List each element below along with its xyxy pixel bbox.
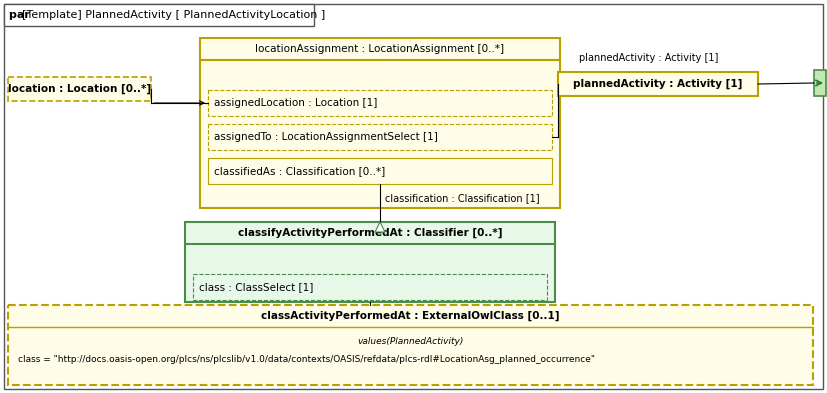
Bar xyxy=(208,158,552,184)
Text: classification : Classification [1]: classification : Classification [1] xyxy=(385,193,540,203)
Text: plannedActivity : Activity [1]: plannedActivity : Activity [1] xyxy=(579,53,718,63)
Text: locationAssignment : LocationAssignment [0..*]: locationAssignment : LocationAssignment … xyxy=(256,44,504,54)
Bar xyxy=(208,124,552,150)
Bar xyxy=(8,305,813,385)
Polygon shape xyxy=(375,222,385,232)
Text: values(PlannedActivity): values(PlannedActivity) xyxy=(357,336,464,345)
Text: location : Location [0..*]: location : Location [0..*] xyxy=(8,84,151,94)
Text: assignedTo : LocationAssignmentSelect [1]: assignedTo : LocationAssignmentSelect [1… xyxy=(214,132,437,142)
Bar xyxy=(558,72,758,96)
Text: classifyActivityPerformedAt : Classifier [0..*]: classifyActivityPerformedAt : Classifier… xyxy=(237,228,502,238)
Bar xyxy=(814,70,826,96)
Bar xyxy=(4,4,314,26)
Text: classActivityPerformedAt : ExternalOwlClass [0..1]: classActivityPerformedAt : ExternalOwlCl… xyxy=(261,311,560,321)
Text: par: par xyxy=(9,10,34,20)
Text: plannedActivity : Activity [1]: plannedActivity : Activity [1] xyxy=(573,79,743,89)
Text: class : ClassSelect [1]: class : ClassSelect [1] xyxy=(199,282,313,292)
Bar xyxy=(200,38,560,208)
Text: [Template] PlannedActivity [ PlannedActivityLocation ]: [Template] PlannedActivity [ PlannedActi… xyxy=(22,10,325,20)
Text: class = "http://docs.oasis-open.org/plcs/ns/plcslib/v1.0/data/contexts/OASIS/ref: class = "http://docs.oasis-open.org/plcs… xyxy=(18,354,595,364)
Bar xyxy=(208,90,552,116)
Bar xyxy=(185,222,555,302)
Bar xyxy=(193,274,547,300)
Bar xyxy=(8,77,151,101)
Text: assignedLocation : Location [1]: assignedLocation : Location [1] xyxy=(214,98,377,108)
Text: classifiedAs : Classification [0..*]: classifiedAs : Classification [0..*] xyxy=(214,166,385,176)
